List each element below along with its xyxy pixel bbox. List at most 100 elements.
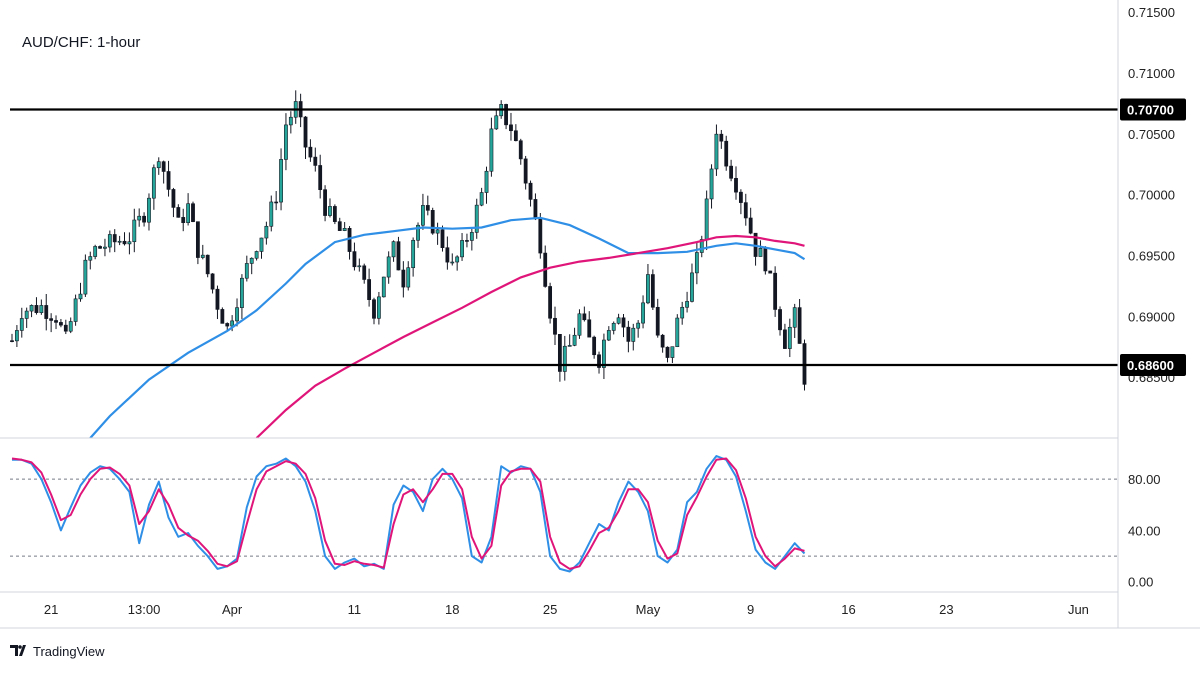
candle <box>127 232 132 255</box>
candle <box>54 315 58 330</box>
candle <box>783 323 787 349</box>
candle <box>24 307 29 328</box>
stochastic-pane[interactable] <box>10 455 1118 573</box>
candle <box>538 212 543 259</box>
candle <box>19 307 24 338</box>
candle <box>269 195 274 232</box>
candle <box>406 261 411 291</box>
moving-average-fast-line <box>89 216 806 438</box>
candle <box>484 166 489 204</box>
candle <box>39 299 44 315</box>
candle <box>220 307 225 324</box>
candle <box>186 193 191 226</box>
candle <box>107 230 112 253</box>
candle <box>778 306 782 336</box>
candles <box>10 90 807 391</box>
time-tick-label: 25 <box>543 602 557 617</box>
candle <box>729 159 734 182</box>
candle <box>489 117 494 177</box>
stochastic-axis[interactable]: 80.00 40.00 0.00 <box>1128 472 1161 590</box>
candle <box>181 208 186 232</box>
candle <box>63 319 68 335</box>
candle <box>318 154 323 199</box>
tradingview-logo[interactable]: TradingView <box>10 644 105 659</box>
stochastic-d-line <box>11 457 805 570</box>
candle <box>200 244 205 260</box>
candle <box>93 244 98 260</box>
time-tick-label: 23 <box>939 602 953 617</box>
candle <box>465 233 469 248</box>
candle <box>205 254 210 278</box>
candle <box>528 180 533 207</box>
candle <box>342 222 347 232</box>
candle <box>401 261 406 298</box>
candle <box>259 237 264 259</box>
candle <box>655 298 660 338</box>
candle <box>709 164 714 209</box>
time-axis[interactable]: 21 13:00 Apr 11 18 25 May 9 16 23 Jun <box>44 602 1089 617</box>
candle <box>337 217 342 231</box>
candle <box>445 236 450 270</box>
candle <box>734 166 738 200</box>
candle <box>572 327 577 347</box>
candle <box>606 326 611 342</box>
candle <box>665 346 670 363</box>
candle <box>650 269 655 311</box>
candle <box>582 306 587 322</box>
chart-title: AUD/CHF: 1-hour <box>22 34 140 51</box>
candle <box>166 160 171 197</box>
time-tick-label: 16 <box>841 602 855 617</box>
candle <box>235 298 239 327</box>
candle <box>117 235 122 246</box>
time-tick-label: 9 <box>747 602 754 617</box>
candle <box>719 129 724 149</box>
time-tick-label: 18 <box>445 602 459 617</box>
candle <box>396 236 401 271</box>
candle <box>636 320 641 338</box>
price-pane[interactable] <box>10 90 1118 438</box>
candle <box>151 164 156 210</box>
candle <box>391 240 396 262</box>
candle <box>137 208 142 227</box>
candle <box>631 323 636 351</box>
candle <box>646 263 650 305</box>
candle <box>714 124 719 176</box>
candle <box>616 313 621 325</box>
time-tick-label: 13:00 <box>128 602 161 617</box>
candle <box>332 204 337 225</box>
candle <box>161 160 166 184</box>
candle <box>323 185 327 222</box>
candle <box>132 208 137 253</box>
candle <box>743 193 748 226</box>
candle <box>513 124 518 142</box>
candle <box>98 245 102 249</box>
candle <box>303 116 308 159</box>
candle <box>279 148 283 211</box>
candle <box>773 266 778 317</box>
candle <box>352 242 357 271</box>
candle <box>191 201 195 223</box>
candle <box>523 155 528 190</box>
candle <box>435 222 440 245</box>
candle <box>367 268 372 307</box>
candle <box>122 232 127 246</box>
candle <box>142 212 146 227</box>
time-tick-label: May <box>636 602 661 617</box>
candle <box>73 294 78 326</box>
candle <box>690 263 694 303</box>
candle <box>748 207 753 235</box>
candle <box>254 250 259 261</box>
candle <box>362 263 367 284</box>
candle <box>699 235 704 258</box>
level-price-tag <box>1120 98 1186 121</box>
candle <box>83 254 88 297</box>
candle <box>425 195 430 216</box>
stochastic-tick-label: 80.00 <box>1128 472 1161 487</box>
time-tick-label: 21 <box>44 602 58 617</box>
candle <box>548 282 553 324</box>
candle <box>313 147 318 172</box>
candle <box>274 191 279 211</box>
candle <box>411 237 416 277</box>
